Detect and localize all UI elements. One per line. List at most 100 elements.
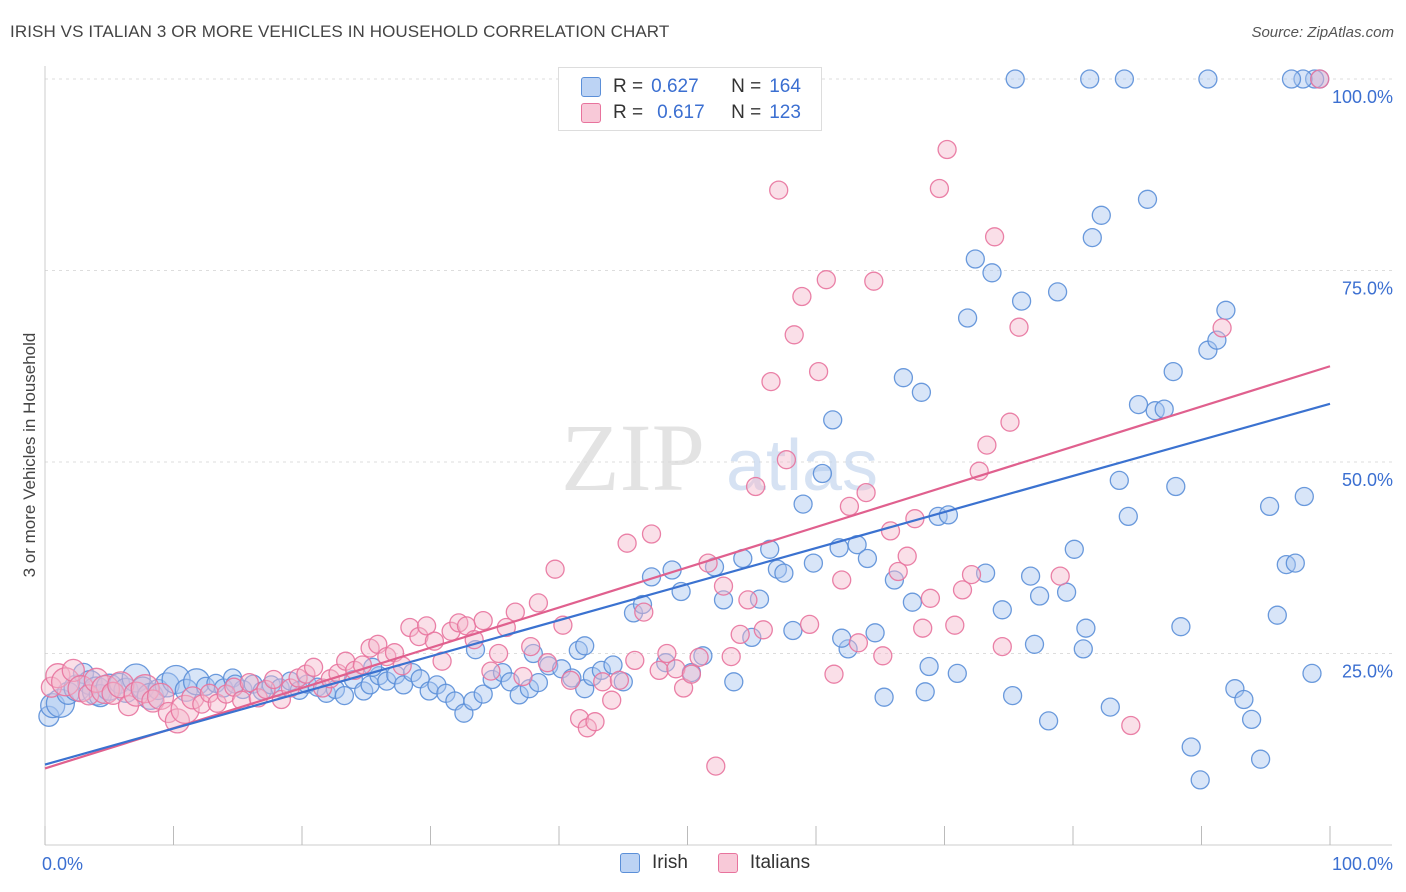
irish-point	[1024, 634, 1045, 654]
italians-point	[521, 636, 541, 657]
irish-point	[1056, 582, 1077, 602]
irish-point	[992, 600, 1012, 620]
irish-point	[857, 548, 878, 569]
irish-point	[893, 368, 914, 388]
irish-point	[1082, 227, 1102, 248]
irish-point	[1137, 189, 1158, 209]
irish-point	[965, 249, 985, 269]
italians-point	[239, 672, 259, 693]
gridlines	[45, 78, 1392, 654]
italians-point	[545, 559, 565, 579]
irish-point	[1207, 330, 1227, 350]
irish-point	[812, 463, 833, 484]
y-tick-label: 100.0%	[1332, 87, 1393, 107]
irish-point	[1285, 553, 1305, 573]
irish-point	[463, 691, 483, 711]
italians-point	[937, 139, 957, 160]
irish-point	[334, 685, 355, 706]
italians-point	[609, 670, 630, 690]
irish-point	[1076, 618, 1096, 638]
stats-row-irish: R = 0.627 N = 164	[581, 75, 801, 99]
italians-point	[625, 650, 645, 671]
stats-legend: R = 0.627 N = 164 R = 0.617 N = 123	[558, 67, 822, 131]
irish-point	[1011, 291, 1032, 311]
x-tick-label: 100.0%	[1332, 854, 1393, 874]
irish-point	[1091, 205, 1111, 225]
chart-title: IRISH VS ITALIAN 3 OR MORE VEHICLES IN H…	[10, 22, 670, 41]
italians-point	[952, 580, 973, 600]
italians-point	[170, 694, 200, 725]
irish-point	[915, 682, 935, 702]
italians-point	[689, 647, 709, 667]
irish-point	[1166, 476, 1186, 497]
x-tick-label: 0.0%	[42, 854, 83, 874]
italians-point	[296, 664, 316, 684]
italians-point	[1212, 318, 1232, 338]
irish-point	[1109, 470, 1129, 491]
italians-point	[641, 524, 662, 544]
irish-point	[1250, 749, 1271, 769]
irish-point	[1281, 69, 1302, 89]
legend-item-italians: Italians	[717, 852, 811, 874]
irish-point	[724, 672, 744, 692]
irish-point	[1073, 639, 1093, 659]
tick-labels: 25.0% 50.0% 75.0% 100.0% 0.0% 100.0%	[42, 87, 1393, 874]
irish-point	[1128, 394, 1149, 415]
irish-point	[1294, 486, 1314, 507]
italians-point	[984, 227, 1005, 247]
italians-point	[303, 657, 324, 677]
italians-point	[721, 646, 741, 667]
watermark-atlas: atlas	[726, 426, 878, 506]
irish-point	[1029, 586, 1050, 606]
irish-point	[1216, 300, 1236, 320]
irish-point	[1234, 689, 1254, 710]
italians-point	[992, 636, 1012, 657]
italians-point	[706, 756, 726, 776]
irish-point	[1293, 69, 1313, 89]
irish-point	[823, 410, 843, 430]
y-tick-label: 75.0%	[1342, 279, 1393, 299]
italians-point	[1009, 317, 1029, 337]
italians-point	[409, 626, 429, 647]
y-tick-label: 50.0%	[1342, 470, 1393, 490]
legend-swatch-italians	[717, 853, 738, 873]
legend-label-italians: Italians	[749, 852, 811, 873]
legend-label-irish: Irish	[652, 852, 688, 873]
irish-point	[742, 627, 762, 648]
irish-point	[902, 592, 923, 612]
watermark-zip: ZIP	[561, 404, 705, 511]
italians-point	[856, 482, 876, 503]
italians-point	[839, 496, 860, 517]
irish-point	[947, 663, 967, 684]
italians-point	[848, 633, 869, 653]
italians-point	[577, 718, 597, 738]
italians-point	[537, 653, 558, 673]
irish-point	[575, 636, 595, 656]
axes	[44, 66, 1392, 846]
italians-points	[40, 69, 1330, 776]
irish-point	[975, 563, 996, 583]
irish-point	[1114, 69, 1135, 89]
italians-n-value: 123	[769, 102, 801, 123]
italians-point	[634, 602, 654, 622]
irish-point	[783, 620, 803, 641]
italians-point	[792, 286, 812, 307]
legend-swatch-irish	[620, 853, 640, 873]
italians-point	[753, 620, 773, 640]
stats-row-italians: R = 0.617 N = 123	[581, 101, 801, 125]
irish-r-label: R =	[613, 76, 644, 97]
irish-point	[575, 679, 595, 699]
italians-point	[528, 593, 549, 613]
irish-point	[419, 681, 439, 701]
irish-point	[793, 494, 813, 514]
italians-point	[649, 660, 669, 681]
irish-point	[774, 563, 794, 583]
trend-lines	[44, 365, 1331, 770]
italians-point	[864, 271, 884, 291]
italians-point	[1121, 715, 1141, 736]
italians-point	[107, 671, 135, 699]
italians-point	[816, 270, 836, 290]
italians-point	[585, 712, 605, 732]
legend-item-irish: Irish	[620, 852, 688, 874]
